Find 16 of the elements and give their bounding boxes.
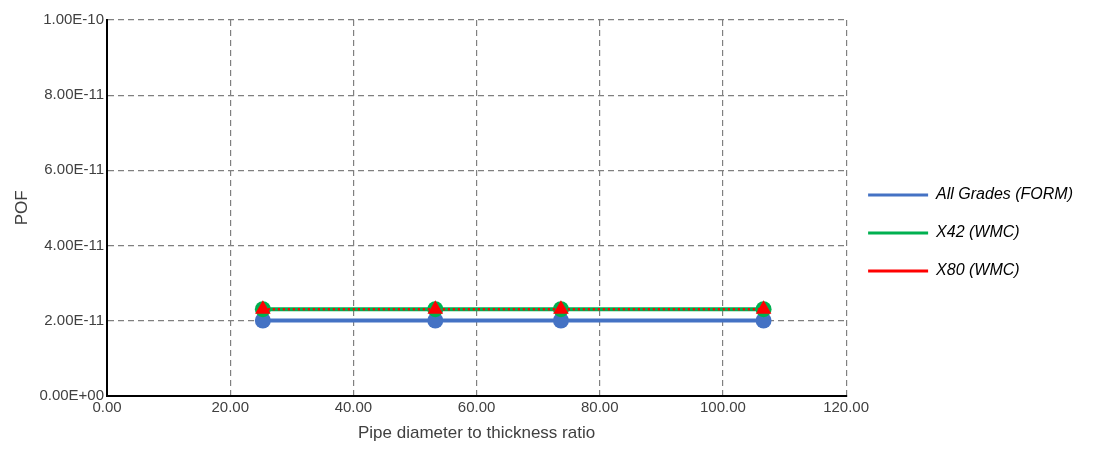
x-axis-title: Pipe diameter to thickness ratio — [357, 423, 596, 443]
x-tick-label: 120.00 — [823, 397, 870, 415]
x-tick-label: 60.00 — [457, 397, 496, 415]
y-tick-label: 4.00E-11 — [44, 235, 105, 253]
x-tick-label: 40.00 — [334, 397, 373, 415]
y-tick-label: 1.00E-10 — [43, 10, 105, 28]
legend-label: All Grades (FORM) — [935, 185, 1074, 203]
y-tick-label: 6.00E-11 — [44, 160, 105, 178]
x-tick-label: 20.00 — [211, 397, 249, 415]
y-axis-title: POF — [11, 190, 31, 226]
y-tick-label: 2.00E-11 — [44, 310, 105, 328]
x-tick-label: 80.00 — [580, 397, 619, 415]
x-tick-label: 100.00 — [699, 397, 746, 415]
legend-label: X80 (WMC) — [935, 261, 1020, 279]
y-tick-label: 8.00E-11 — [44, 85, 105, 103]
legend-label: X42 (WMC) — [935, 223, 1020, 241]
